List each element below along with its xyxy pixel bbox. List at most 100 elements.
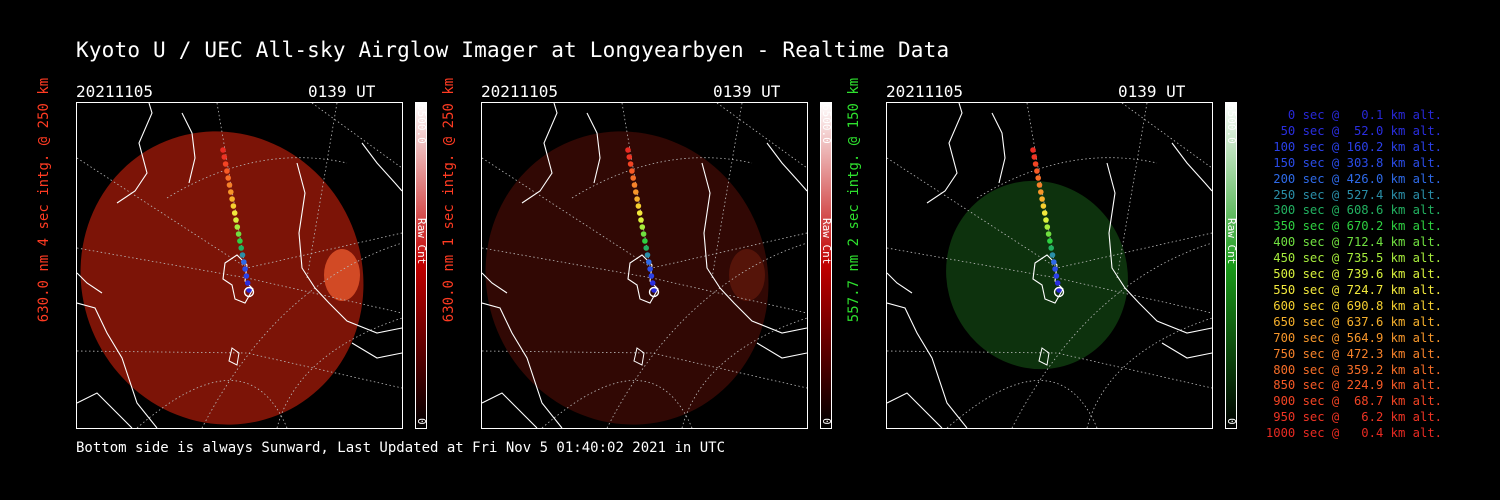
color-bar [1225,102,1237,429]
grid-line [306,103,338,279]
coastline [1161,342,1212,359]
cbar-min-label: 0 [820,418,833,425]
grid-line [711,103,743,279]
grid-line [681,317,807,428]
trajectory-point [639,224,646,230]
panel-time: 0139 UT [308,82,376,101]
island-outline [1038,347,1050,366]
coastline [77,272,103,294]
coastline [77,302,158,428]
trajectory-point [644,252,651,258]
trajectory-point [651,287,657,293]
coastline [482,392,538,428]
legend-row: 50 sec @ 52.0 km alt. [1265,123,1442,138]
trajectory-point [221,154,228,160]
coastline [361,142,402,192]
grid-line [1116,103,1148,279]
trajectory-point [627,161,634,167]
trajectory-point [1032,161,1039,167]
legend-row: 400 sec @ 712.4 km alt. [1265,235,1442,250]
map-canvas [77,103,402,428]
legend-row: 800 sec @ 359.2 km alt. [1265,362,1442,377]
color-bar [820,102,832,429]
allsky-image[interactable] [481,102,808,429]
panel-date: 20211105 [481,82,559,101]
coastline [77,392,133,428]
trajectory-point [1030,147,1036,153]
grid-line [1086,317,1212,428]
trajectory-point [1040,203,1047,209]
trajectory-point [1051,259,1057,265]
coastline [521,103,558,204]
cbar-min-label: 0 [1225,418,1238,425]
cbar-unit-label: Raw Cnt [820,218,833,265]
trajectory-point [638,217,644,223]
trajectory-point [235,231,242,237]
allsky-image[interactable] [76,102,403,429]
allsky-image[interactable] [886,102,1213,429]
trajectory-point [241,259,247,265]
grid-line [716,103,807,169]
filter-label: 630.0 nm 4 sec intg. @ 250 km [36,77,52,323]
coastline [1106,162,1212,334]
legend-row: 750 sec @ 472.3 km alt. [1265,346,1442,361]
trajectory-point [1047,238,1053,244]
grid-line [136,380,288,428]
cbar-unit-label: Raw Cnt [1225,218,1238,265]
trajectory-point [631,182,638,188]
panel-date: 20211105 [76,82,154,101]
island-outline [633,347,645,366]
trajectory-point [220,147,226,153]
trajectory-point [647,266,653,272]
footer-note: Bottom side is always Sunward, Last Upda… [76,440,726,456]
coastline [887,302,968,428]
observatory-marker-icon [1053,286,1065,298]
trajectory-point [225,175,231,181]
grid-line [976,157,1158,199]
trajectory-point [1048,245,1054,251]
trajectory-point [629,168,635,174]
aurora-patch [324,249,360,301]
coastline [482,272,508,294]
coastline [926,103,963,204]
panel-date: 20211105 [886,82,964,101]
grid-line [1011,242,1212,428]
trajectory-point [233,217,239,223]
trajectory-point [231,210,238,216]
legend-row: 500 sec @ 739.6 km alt. [1265,267,1442,282]
cbar-max-label: 6500.0 [820,104,833,144]
legend-row: 1000 sec @ 0.4 km alt. [1265,426,1442,441]
trajectory-point [625,147,631,153]
trajectory-point [238,245,244,251]
coastline [991,112,1006,184]
trajectory-point [1038,189,1044,195]
grid-line [201,242,402,428]
map-canvas [482,103,807,428]
trajectory-point [1052,266,1058,272]
coastline [296,162,402,334]
trajectory-point [1039,196,1045,202]
grid-line [276,317,402,428]
legend-row: 350 sec @ 670.2 km alt. [1265,219,1442,234]
panel-time: 0139 UT [1118,82,1186,101]
trajectory-legend: 0 sec @ 0.1 km alt. 50 sec @ 52.0 km alt… [1262,108,1442,442]
legend-row: 850 sec @ 224.9 km alt. [1265,378,1442,393]
legend-row: 950 sec @ 6.2 km alt. [1265,410,1442,425]
coastline [887,392,943,428]
trajectory-point [1044,224,1051,230]
grid-line [887,350,1212,389]
imager-panel-2: 20211105 0139 UT 630.0 nm 1 sec intg. @ … [441,78,901,440]
coastline [701,162,807,334]
legend-row: 150 sec @ 303.8 km alt. [1265,155,1442,170]
legend-row: 900 sec @ 68.7 km alt. [1265,394,1442,409]
filter-label: 630.0 nm 1 sec intg. @ 250 km [441,77,457,323]
trajectory-point [648,273,655,279]
grid-line [482,350,807,389]
legend-row: 100 sec @ 160.2 km alt. [1265,139,1442,154]
trajectory-point [242,266,248,272]
page-title: Kyoto U / UEC All-sky Airglow Imager at … [76,38,950,62]
airglow-disk [946,180,1128,370]
grid-line [946,380,1098,428]
trajectory-point [636,210,643,216]
legend-row: 300 sec @ 608.6 km alt. [1265,203,1442,218]
